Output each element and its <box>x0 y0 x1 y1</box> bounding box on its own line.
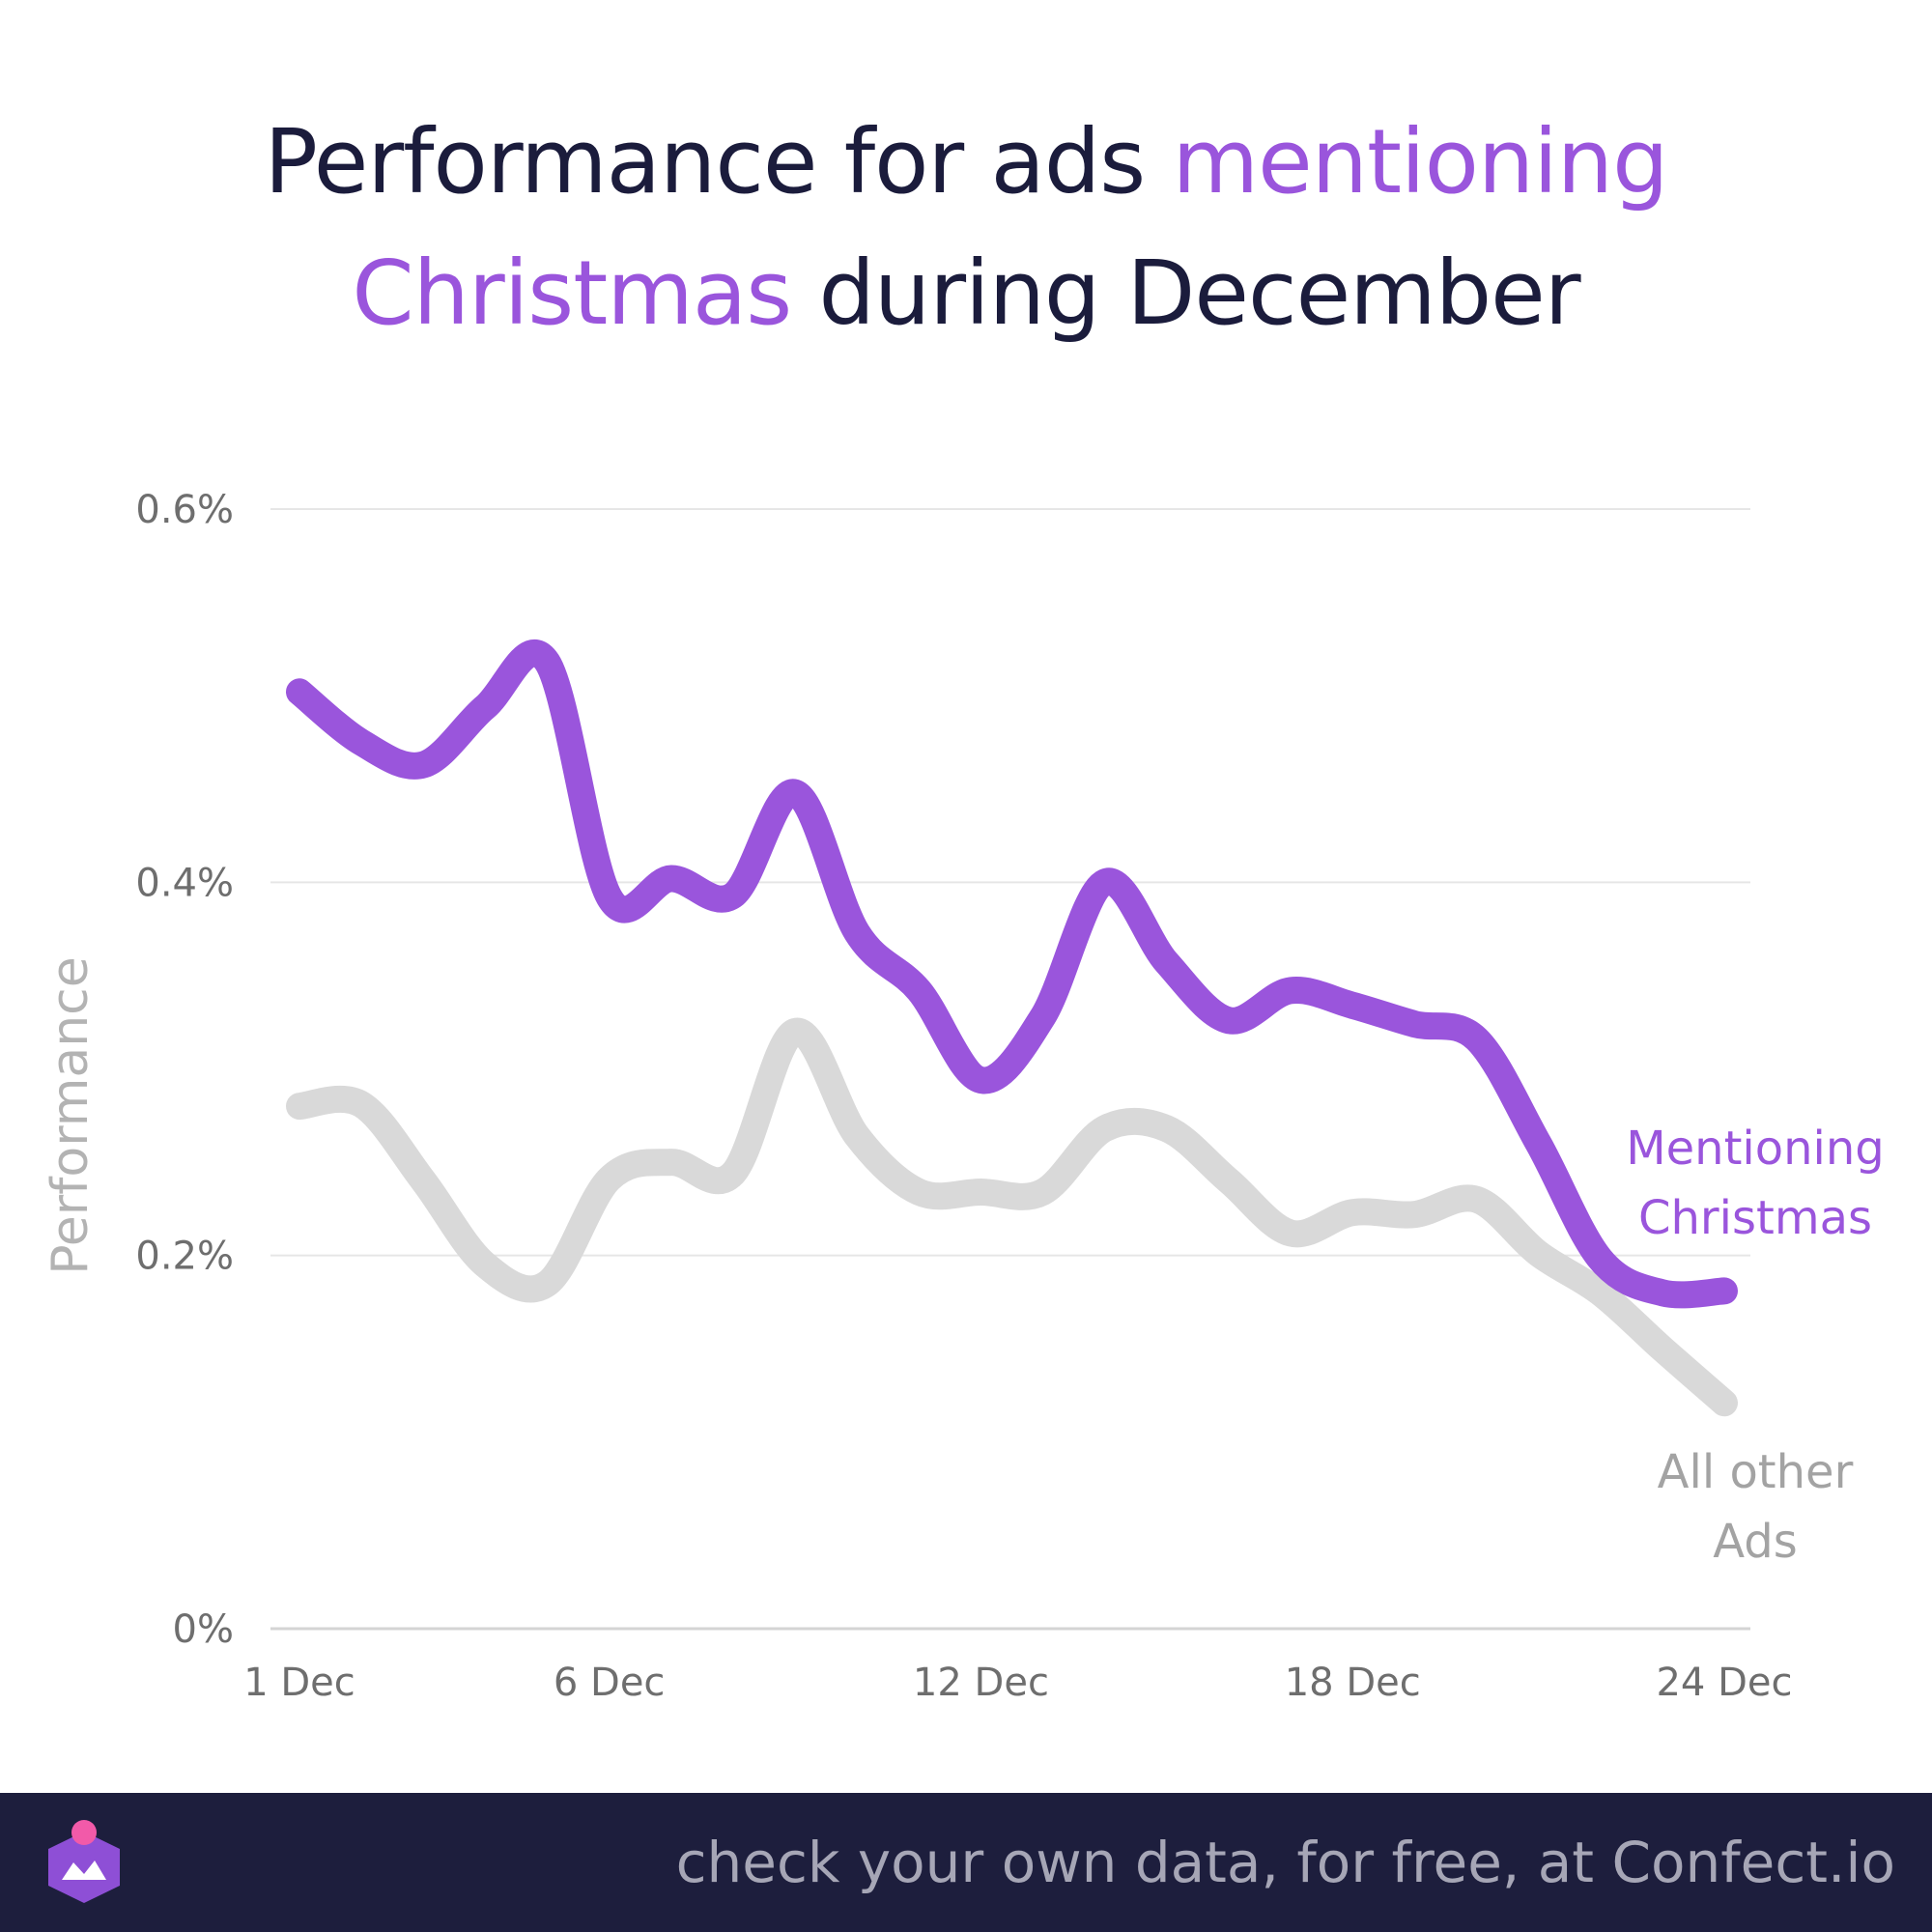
y-axis-label: Performance <box>42 956 99 1275</box>
line-chart: 0% 0.2% 0.4% 0.6% 1 Dec 6 Dec 12 Dec 18 Dec 24 D… <box>42 488 1885 1705</box>
x-tick-label: 18 Dec <box>1285 1661 1421 1705</box>
series-label-all-other-ads: All other <box>1658 1445 1854 1499</box>
series-line-all-other-ads <box>286 1017 1738 1417</box>
y-tick-label: 0% <box>173 1607 234 1652</box>
footer-text: check your own data, for free, at Confec… <box>675 1830 1895 1895</box>
title-highlight-2: Christmas <box>352 242 792 345</box>
series-label-mentioning-christmas: Mentioning <box>1626 1122 1885 1176</box>
y-tick-label: 0.6% <box>135 488 234 532</box>
title-part-1: Performance for ads <box>264 110 1173 213</box>
x-tick-label: 12 Dec <box>913 1661 1049 1705</box>
x-tick-label: 24 Dec <box>1656 1661 1792 1705</box>
series-label-mentioning-christmas: Christmas <box>1638 1191 1872 1245</box>
series-line-mentioning-christmas <box>286 639 1738 1309</box>
chart-title: Performance for ads mentioning Christmas… <box>0 97 1932 359</box>
x-tick-label: 1 Dec <box>243 1661 355 1705</box>
y-tick-label: 0.2% <box>135 1235 234 1279</box>
confect-logo-icon[interactable] <box>41 1818 128 1910</box>
series-label-all-other-ads: Ads <box>1713 1515 1797 1569</box>
y-tick-label: 0.4% <box>135 861 234 905</box>
title-part-2: during December <box>791 242 1580 345</box>
x-tick-label: 6 Dec <box>554 1661 666 1705</box>
footer-bar: check your own data, for free, at Confec… <box>0 1793 1932 1932</box>
title-highlight-1: mentioning <box>1172 110 1668 213</box>
